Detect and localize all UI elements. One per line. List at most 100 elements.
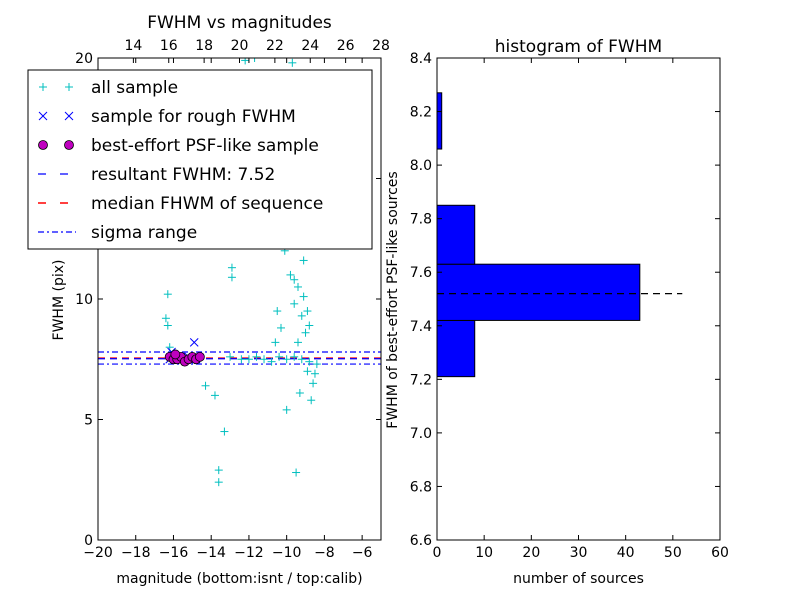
all-sample-point: [282, 355, 291, 364]
all-sample-point: [303, 307, 312, 316]
hist-x-tick-label: 0: [433, 545, 442, 561]
all-sample-point: [290, 299, 299, 308]
all-sample-point: [290, 352, 299, 361]
all-sample-point: [237, 355, 246, 364]
x-tick-label: −14: [196, 545, 226, 561]
all-sample-point: [292, 468, 301, 477]
all-sample-point: [297, 311, 306, 320]
x-tick-label: −6: [352, 545, 373, 561]
all-sample-point: [244, 355, 253, 364]
all-sample-point: [220, 427, 229, 436]
rough-sample-point-b: [189, 338, 199, 347]
hist-y-tick-label: 8.0: [410, 158, 432, 174]
top-tick-label: 18: [195, 38, 213, 54]
all-sample-point: [299, 256, 308, 265]
all-sample-point: [295, 388, 304, 397]
x-tick-label: −20: [83, 545, 113, 561]
psf-sample-point: [194, 351, 205, 362]
histogram-bar: [436, 263, 641, 321]
all-sample-point: [267, 357, 276, 366]
all-sample-point: [299, 292, 308, 301]
all-sample-point: [271, 338, 280, 347]
all-sample-point: [201, 381, 210, 390]
all-sample-point: [282, 405, 291, 414]
all-sample-point: [312, 360, 321, 369]
hist-x-tick-label: 30: [570, 545, 588, 561]
x-tick-label: −8: [314, 545, 335, 561]
all-sample-point: [277, 323, 286, 332]
legend-label: sigma range: [91, 223, 197, 243]
all-sample-point: [303, 367, 312, 376]
top-tick-label: 28: [372, 38, 390, 54]
all-sample-point: [260, 355, 269, 364]
all-sample-point: [227, 263, 236, 272]
hist-x-tick-label: 50: [664, 545, 682, 561]
psf-sample-point: [170, 349, 181, 360]
legend-marker-rough-sample: [38, 111, 48, 121]
histogram-y-label: FWHM of best-effort PSF-like sources: [385, 171, 401, 428]
legend-box: [27, 69, 373, 250]
all-sample-point: [293, 338, 302, 347]
all-sample-point: [163, 290, 172, 299]
all-sample-point: [273, 307, 282, 316]
legend: all sample sample for rough FWHM best-effo…: [27, 69, 373, 250]
top-tick-label: 26: [337, 38, 355, 54]
x-tick-label: −12: [234, 545, 264, 561]
hist-y-tick-label: 8.4: [410, 51, 432, 67]
legend-label: all sample: [91, 78, 178, 98]
all-sample-point: [288, 58, 297, 67]
y-tick-label: 5: [84, 413, 93, 429]
histogram-plot: 0 10 20 30 40 50 60 6.6 6.8 7.0 7.2 7.4 7.6 7.8 8.0 8.2…: [385, 37, 729, 587]
top-tick-label: 22: [266, 38, 284, 54]
all-sample-point: [161, 314, 170, 323]
all-sample-point: [163, 321, 172, 330]
legend-marker-rough-sample-b: [64, 111, 74, 121]
top-tick-label: 16: [160, 38, 178, 54]
scatter-x-label: magnitude (bottom:isnt / top:calib): [116, 571, 362, 587]
all-sample-point: [305, 321, 314, 330]
all-sample-point: [241, 58, 250, 65]
all-sample-point: [226, 352, 235, 361]
hist-y-tick-label: 7.4: [410, 319, 432, 335]
y-tick-label: 20: [75, 51, 93, 67]
all-sample-point: [210, 391, 219, 400]
hist-y-tick-label: 7.2: [410, 372, 432, 388]
histogram-bar: [436, 204, 476, 265]
all-sample-point: [309, 379, 318, 388]
all-sample-point: [275, 352, 284, 361]
histogram-bar: [436, 319, 476, 378]
legend-label: resultant FWHM: 7.52: [91, 165, 275, 185]
all-sample-point: [290, 275, 299, 284]
top-tick-label: 24: [301, 38, 319, 54]
histogram-title: histogram of FWHM: [495, 37, 662, 57]
legend-marker-all-sample: [39, 83, 47, 91]
all-sample-point: [227, 273, 236, 282]
hist-x-tick-label: 20: [522, 545, 540, 561]
all-sample-point: [214, 478, 223, 487]
legend-marker-rough-sample: [64, 111, 74, 121]
legend-marker-psf-sample: [38, 140, 48, 150]
legend-label: best-effort PSF-like sample: [91, 136, 319, 156]
all-sample-point: [293, 282, 302, 291]
all-sample-point: [301, 328, 310, 337]
histogram-bar: [436, 92, 443, 150]
all-sample-point: [297, 355, 306, 364]
hist-y-tick-label: 6.8: [410, 479, 432, 495]
x-tick-label: −16: [159, 545, 189, 561]
legend-marker-all-sample: [65, 83, 73, 91]
legend-label: sample for rough FWHM: [91, 107, 296, 127]
hist-y-tick-label: 6.6: [410, 533, 432, 549]
all-sample-point: [214, 466, 223, 475]
hist-x-tick-label: 60: [711, 545, 729, 561]
scatter-title: FWHM vs magnitudes: [147, 13, 332, 33]
top-tick-label: 20: [231, 38, 249, 54]
all-sample-point: [286, 270, 295, 279]
scatter-plot: −20 −18 −16 −14 −12 −10 −8 −6 14 16 18 20 22 24 26 28 0 5…: [27, 13, 390, 587]
top-tick-label: 14: [124, 38, 142, 54]
all-sample-point: [310, 369, 319, 378]
y-tick-label: 0: [84, 533, 93, 549]
hist-x-tick-label: 10: [475, 545, 493, 561]
all-sample-point: [250, 58, 259, 62]
y-tick-label: 10: [75, 292, 93, 308]
x-tick-label: −18: [121, 545, 151, 561]
